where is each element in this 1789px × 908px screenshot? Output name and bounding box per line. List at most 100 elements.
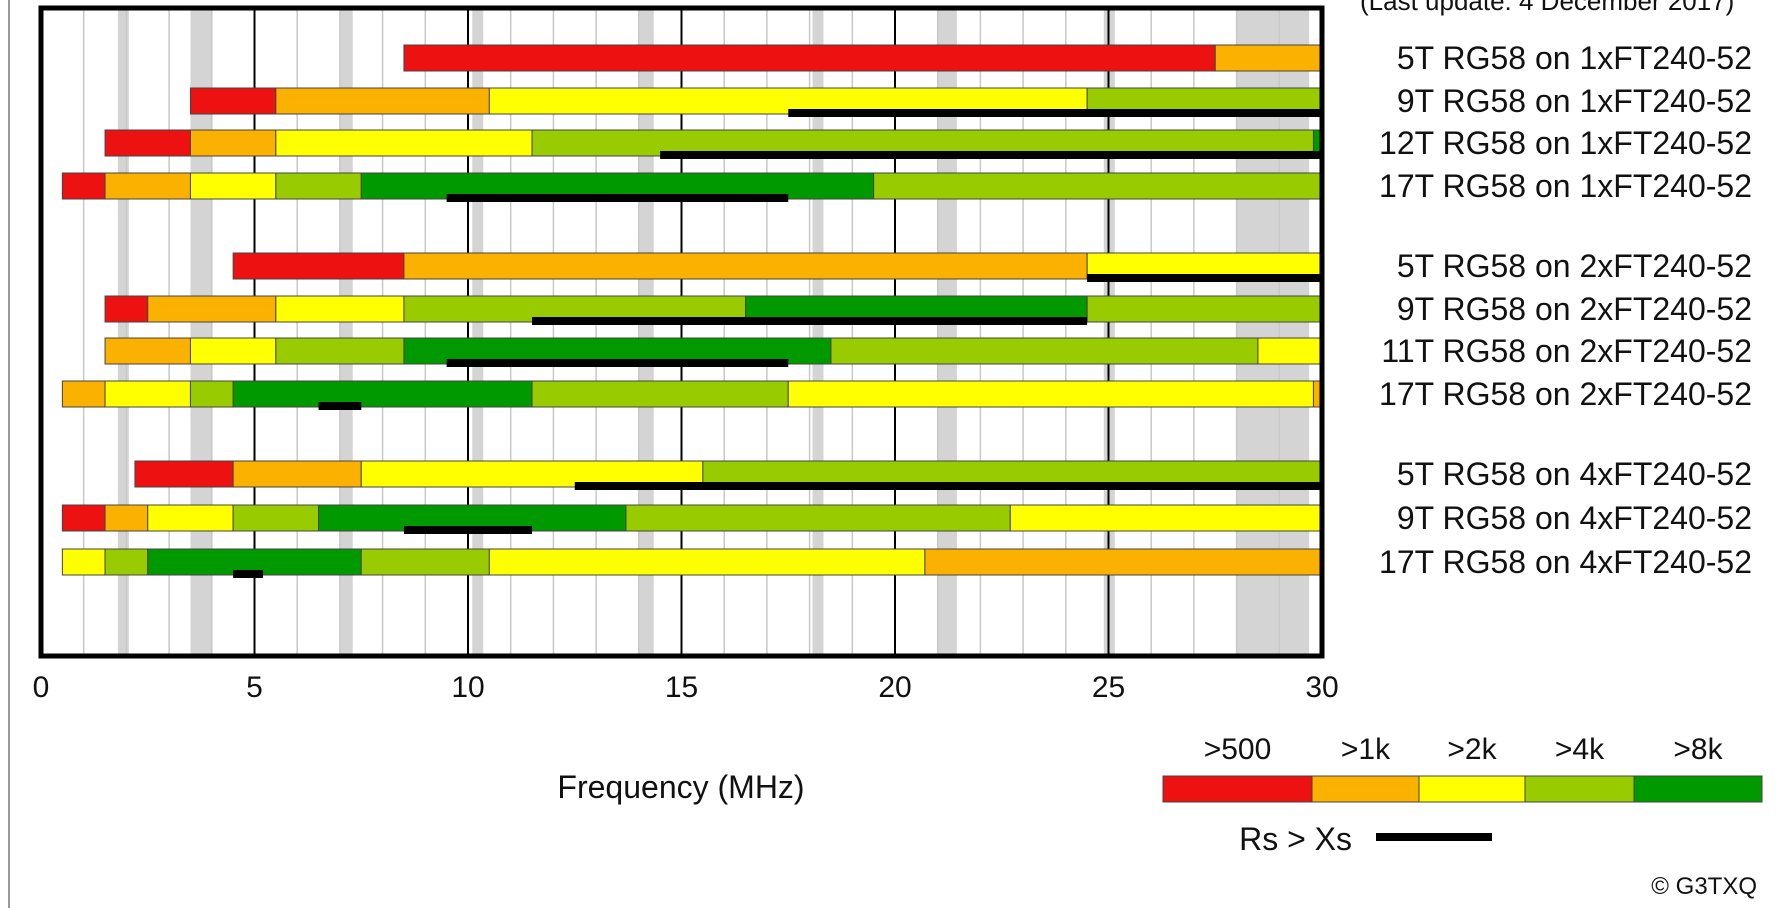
bar-segment — [275, 295, 405, 323]
x-tick-label: 5 — [246, 671, 263, 704]
bar-segment — [61, 548, 106, 576]
band-shade — [937, 8, 957, 656]
bar-segment — [360, 548, 490, 576]
row-label: 5T RG58 on 4xFT240-52 — [1397, 456, 1752, 492]
bar-segment — [1214, 44, 1323, 72]
bar-segment — [61, 172, 106, 200]
bar-segment — [232, 252, 405, 280]
band-shade — [472, 8, 484, 656]
bar-segment — [104, 295, 149, 323]
minor-gridlines — [82, 8, 1281, 656]
bar-segment — [232, 460, 362, 488]
legend-label: >1k — [1341, 733, 1391, 766]
legend-label: >8k — [1673, 733, 1723, 766]
rs-gt-xs-line — [532, 317, 1088, 325]
bar-segment — [924, 548, 1323, 576]
bar-segment — [189, 337, 277, 365]
rs-gt-xs-line — [788, 109, 1322, 117]
bar-segment — [104, 337, 191, 365]
legend-swatch — [1311, 775, 1420, 803]
x-tick-label: 30 — [1305, 671, 1338, 704]
rs-gt-xs-line — [446, 359, 789, 367]
band-shade — [638, 8, 654, 656]
band-shade — [339, 8, 353, 656]
row-label: 9T RG58 on 2xFT240-52 — [1397, 291, 1752, 327]
x-tick-label: 0 — [33, 671, 50, 704]
rs-gt-xs-line — [1087, 274, 1322, 282]
rs-gt-xs-line — [574, 482, 1322, 490]
legend-swatch — [1633, 775, 1763, 803]
bar-segment — [147, 504, 234, 532]
bar-segment — [1086, 295, 1323, 323]
rs-gt-xs-line — [233, 570, 264, 578]
x-tick-label: 25 — [1092, 671, 1125, 704]
credit-text: © G3TXQ — [1651, 873, 1757, 900]
bar-segment — [275, 337, 405, 365]
bar-segment — [104, 504, 149, 532]
bar-segment — [104, 380, 191, 408]
x-axis-label: Frequency (MHz) — [557, 769, 804, 805]
bar-segment — [232, 380, 533, 408]
x-tick-label: 10 — [451, 671, 484, 704]
bar-segment — [787, 380, 1314, 408]
row-label: 11T RG58 on 2xFT240-52 — [1381, 333, 1752, 369]
bar-segment — [275, 172, 362, 200]
bar-segment — [1009, 504, 1323, 532]
bar-segment — [625, 504, 1011, 532]
bar-segment — [488, 548, 926, 576]
bar-segment — [232, 504, 320, 532]
bar-segment — [873, 172, 1323, 200]
legend-swatch — [1524, 775, 1635, 803]
row-label: 5T RG58 on 1xFT240-52 — [1397, 40, 1752, 76]
x-tick-label: 15 — [665, 671, 698, 704]
legend-line-label: Rs > Xs — [1239, 821, 1352, 857]
update-note: (Last update: 4 December 2017) — [1360, 0, 1734, 16]
bar-segment — [189, 380, 234, 408]
bar-segment — [61, 380, 106, 408]
legend-line-sample — [1376, 833, 1492, 841]
row-label: 17T RG58 on 2xFT240-52 — [1379, 376, 1752, 412]
bar-segment — [189, 87, 277, 115]
bar-segment — [104, 548, 149, 576]
bar-segment — [275, 129, 533, 157]
legend-swatch — [1162, 775, 1313, 803]
legend-swatch — [1418, 775, 1526, 803]
bar-segment — [531, 380, 789, 408]
row-label: 9T RG58 on 4xFT240-52 — [1397, 500, 1752, 536]
rs-gt-xs-line — [660, 151, 1322, 159]
legend-label: >4k — [1555, 733, 1605, 766]
rs-gt-xs-line — [446, 194, 789, 202]
legend-label: >2k — [1447, 733, 1497, 766]
bar-segment — [104, 172, 191, 200]
legend-label: >500 — [1204, 733, 1272, 766]
bar-segment — [134, 460, 234, 488]
row-label: 12T RG58 on 1xFT240-52 — [1379, 125, 1752, 161]
bar-segment — [830, 337, 1259, 365]
bar-segment — [275, 87, 490, 115]
band-shade — [117, 8, 129, 656]
row-label: 9T RG58 on 1xFT240-52 — [1397, 83, 1752, 119]
bar-segment — [189, 129, 277, 157]
bar-segment — [189, 172, 277, 200]
row-label: 17T RG58 on 1xFT240-52 — [1379, 168, 1752, 204]
bar-segment — [147, 295, 277, 323]
rs-gt-xs-line — [403, 526, 533, 534]
band-shade — [812, 8, 824, 656]
x-tick-labels: 0 5 10 15 20 25 30 — [33, 671, 1339, 704]
bar-segment — [403, 252, 1088, 280]
row-label: 17T RG58 on 4xFT240-52 — [1379, 544, 1752, 580]
bar-segment — [403, 44, 1216, 72]
rs-gt-xs-lines — [233, 109, 1322, 578]
legend: >500 >1k >2k >4k >8k Rs > Xs — [1162, 733, 1763, 857]
bar-segment — [1257, 337, 1323, 365]
x-tick-label: 20 — [878, 671, 911, 704]
band-shade — [190, 8, 212, 656]
row-labels: 5T RG58 on 1xFT240-52 9T RG58 on 1xFT240-… — [1379, 40, 1752, 580]
impedance-bars — [61, 44, 1323, 576]
bar-segment — [61, 504, 106, 532]
plot-frame — [38, 5, 1325, 659]
rs-gt-xs-line — [318, 402, 362, 410]
bar-segment — [104, 129, 191, 157]
row-label: 5T RG58 on 2xFT240-52 — [1397, 248, 1752, 284]
